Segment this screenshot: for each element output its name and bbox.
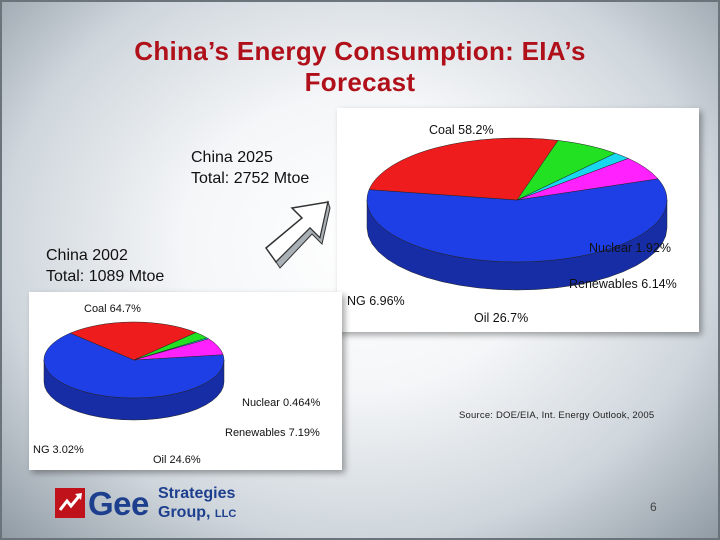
logo-line-2: Group, LLC (158, 504, 237, 521)
label-2025-ng: NG 6.96% (347, 294, 405, 308)
pie-2002-slice-coal (43, 332, 225, 399)
pie-2002-slice-oil (69, 321, 197, 361)
source-note: Source: DOE/EIA, Int. Energy Outlook, 20… (459, 410, 655, 421)
title-line-2: Forecast (304, 67, 416, 97)
label-2025-nuclear: Nuclear 1.92% (589, 241, 671, 255)
arrow-icon (264, 200, 331, 269)
pie-2025-slice-renewables (516, 158, 659, 201)
caption-2002-year: China 2002 (46, 247, 128, 264)
logo-group: Group (158, 504, 206, 521)
caption-2025: China 2025 Total: 2752 Mtoe (191, 147, 309, 189)
caption-2025-year: China 2025 (191, 149, 273, 166)
label-2025-renewables: Renewables 6.14% (569, 277, 677, 291)
pie-chart-2002: Coal 64.7% Nuclear 0.464% Renewables 7.1… (29, 292, 342, 470)
title-line-1: China’s Energy Consumption: EIA’s (134, 36, 586, 66)
label-2002-nuclear: Nuclear 0.464% (242, 397, 320, 409)
pie-2025-slice-oil (368, 137, 559, 201)
pie-svg-2002: Coal 64.7% Nuclear 0.464% Renewables 7.1… (33, 303, 320, 466)
slide-title: China’s Energy Consumption: EIA’s Foreca… (80, 36, 640, 98)
company-logo: Gee Strategies Group, LLC (55, 485, 245, 525)
label-2025-coal: Coal 58.2% (429, 123, 494, 137)
pie-svg-2025: Coal 58.2% Nuclear 1.92% Renewables 6.14… (347, 123, 677, 325)
pie-chart-2025: Coal 58.2% Nuclear 1.92% Renewables 6.14… (337, 108, 699, 332)
label-2002-oil: Oil 24.6% (153, 454, 201, 466)
label-2002-renewables: Renewables 7.19% (225, 427, 320, 439)
label-2002-coal: Coal 64.7% (84, 303, 141, 315)
logo-suffix: LLC (214, 508, 237, 520)
label-2002-ng: NG 3.02% (33, 444, 84, 456)
pie-2025-slice-coal (366, 178, 668, 263)
caption-2025-total: Total: 2752 Mtoe (191, 170, 310, 187)
caption-2002-total: Total: 1089 Mtoe (46, 268, 165, 285)
caption-2002: China 2002 Total: 1089 Mtoe (46, 245, 164, 287)
logo-line-1: Strategies (158, 485, 236, 502)
pie-2025-slices (366, 137, 668, 291)
page-number: 6 (650, 500, 657, 514)
pie-2002-slice-renewables (133, 338, 224, 361)
logo-word: Gee (88, 485, 149, 522)
logo-mark-icon (55, 488, 85, 518)
label-2025-oil: Oil 26.7% (474, 311, 528, 325)
pie-2002-slices (43, 321, 225, 421)
